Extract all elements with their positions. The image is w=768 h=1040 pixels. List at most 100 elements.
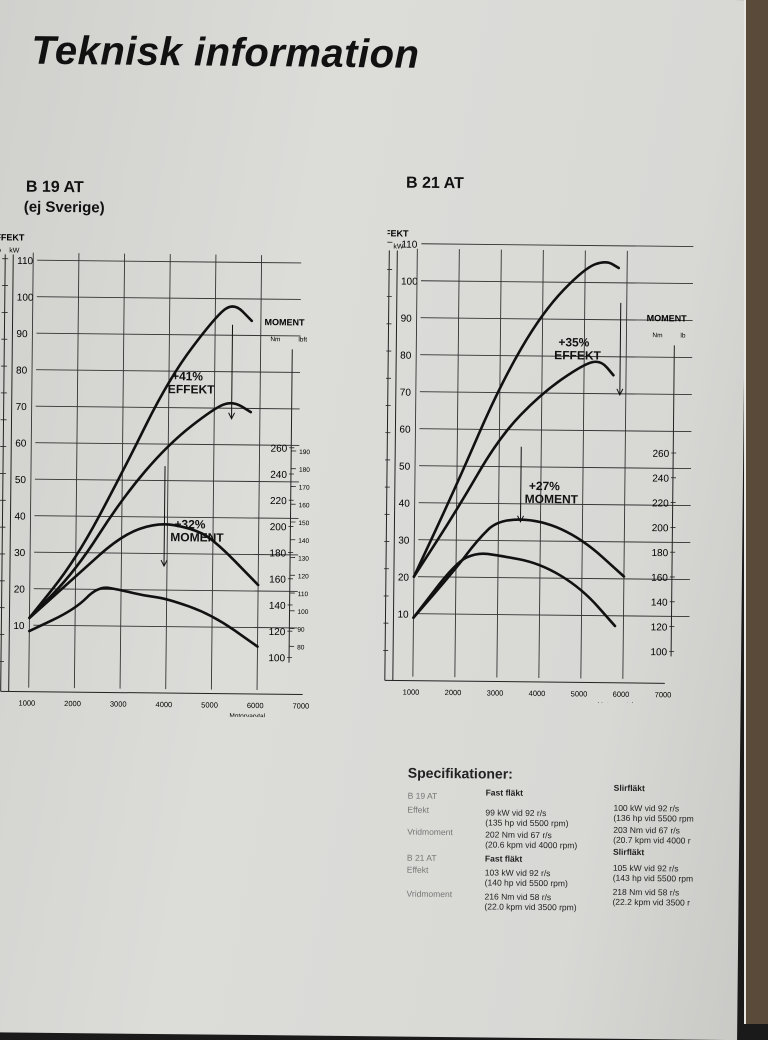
lbft-tick-label: 160 — [299, 502, 310, 509]
nm-tick-label: 220 — [270, 496, 287, 507]
nm-tick-label: 180 — [651, 548, 668, 559]
x-gridline — [74, 253, 79, 688]
x-gridline — [29, 253, 34, 688]
bhp-tick-label: 140 — [383, 267, 384, 274]
x-gridline — [497, 250, 501, 678]
nm-tick-label: 240 — [652, 474, 669, 485]
specs-col-slir: Slirfläkt — [614, 783, 645, 793]
x-axis-label: Motorvarvtal — [229, 713, 265, 718]
kw-unit-label: kW — [9, 247, 20, 254]
kw-tick-label: 110 — [17, 256, 33, 267]
kw-gridline — [418, 540, 690, 543]
nm-tick-label: 260 — [652, 449, 669, 460]
kw-tick-label: 60 — [15, 438, 27, 449]
kw-tick-label: 50 — [399, 462, 411, 473]
specs-heading: Specifikationer: — [408, 765, 728, 784]
kw-tick-label: 80 — [16, 366, 28, 377]
kw-tick-label: 30 — [398, 536, 410, 547]
kw-gridline — [418, 614, 690, 617]
specs-fast-value: 216 Nm vid 58 r/s (22.0 kpm vid 3500 rpm… — [484, 891, 576, 912]
nm-tick-label: 160 — [651, 573, 668, 584]
kw-tick-label: 10 — [397, 610, 409, 621]
kw-tick-label: 100 — [401, 277, 418, 288]
kw-tick-label: 20 — [398, 573, 410, 584]
x-axis-line — [385, 680, 665, 683]
x-tick-label: 7000 — [292, 701, 309, 710]
x-tick-label: 3000 — [487, 688, 504, 697]
annotation-text: +32%MOMENT — [170, 517, 224, 545]
specs-row-label: Effekt — [407, 805, 429, 815]
left-axis-title: EFFEKT — [0, 232, 25, 242]
kw-tick-label: 50 — [15, 475, 27, 486]
right-axis-title: MOMENT — [647, 313, 688, 323]
chart-b19: EFFEKTbhpkW01020304050607080901001101201… — [0, 224, 378, 718]
kw-gridline — [418, 577, 690, 580]
lbft-tick-label: 110 — [298, 591, 309, 598]
x-gridline — [623, 251, 627, 679]
specs-row-label: B 21 AT — [407, 853, 437, 863]
chart-b21: EFFEKTbhpkW01020304050607080901001101201… — [383, 220, 728, 704]
nm-tick-label: 200 — [652, 523, 669, 534]
annotation-arrow — [520, 447, 521, 522]
bhp-axis-line — [385, 250, 390, 680]
right-axis-title: MOMENT — [265, 317, 306, 327]
x-tick-label: 5000 — [571, 689, 588, 698]
bhp-unit-label: bhp — [383, 243, 386, 250]
kw-tick-label: 70 — [400, 388, 412, 399]
x-tick-label: 6000 — [247, 701, 264, 710]
lbft-unit-label: lb — [680, 332, 686, 339]
annotation-arrow — [620, 303, 621, 395]
lbft-tick-label: 130 — [298, 556, 309, 563]
x-tick-label: 4000 — [156, 700, 173, 709]
kw-tick-label: 90 — [16, 329, 28, 340]
nm-tick-label: 120 — [269, 627, 286, 638]
specs-row-label: Vridmoment — [407, 889, 453, 899]
series-line-1 — [29, 304, 251, 620]
kw-gridline — [419, 466, 691, 469]
nm-tick-label: 140 — [269, 601, 286, 612]
kw-tick-label: 10 — [13, 621, 25, 632]
printed-page: Teknisk information B 19 AT (ej Sverige)… — [0, 0, 748, 1040]
kw-tick-label: 30 — [14, 548, 26, 559]
specs-slir-value: 105 kW vid 92 r/s (143 hp vid 5500 rpm — [613, 863, 694, 884]
kw-tick-label: 20 — [14, 584, 26, 595]
bhp-axis-line — [1, 254, 6, 691]
lbft-tick-label: 80 — [297, 644, 305, 651]
specs-fast-value: 103 kW vid 92 r/s (140 hp vid 5500 rpm) — [485, 867, 568, 888]
kw-tick-label: 90 — [401, 314, 413, 325]
series-line-3 — [29, 523, 258, 620]
lbft-unit-label: lbft — [298, 336, 307, 343]
lbft-tick-label: 140 — [298, 538, 309, 545]
x-tick-label: 5000 — [201, 700, 218, 709]
chart1-title: B 19 AT — [26, 179, 84, 198]
x-tick-label: 7000 — [655, 690, 672, 699]
kw-tick-label: 40 — [14, 511, 26, 522]
nm-tick-label: 140 — [651, 598, 668, 609]
left-axis-title: EFFEKT — [383, 228, 409, 238]
specs-slir-value: 100 kW vid 92 r/s (136 hp vid 5500 rpm — [613, 803, 694, 824]
chart2-title: B 21 AT — [406, 175, 464, 194]
series-line-4 — [29, 587, 258, 647]
lbft-tick-label: 120 — [298, 573, 309, 580]
page-title: Teknisk information — [31, 29, 420, 78]
x-tick-label: 1000 — [19, 699, 36, 708]
x-tick-label: 6000 — [613, 690, 630, 699]
kw-tick-label: 80 — [400, 351, 412, 362]
x-gridline — [581, 250, 585, 678]
x-gridline — [166, 254, 171, 689]
x-axis-label: Motorvarvtal — [597, 702, 633, 704]
bhp-tick-label: 150 — [383, 240, 384, 247]
lbft-tick-label: 180 — [299, 467, 310, 474]
kw-tick-label: 60 — [399, 425, 411, 436]
nm-axis-line — [289, 349, 292, 662]
nm-tick-label: 160 — [269, 575, 286, 586]
annotation-text: +27%MOMENT — [525, 479, 579, 507]
series-line-3 — [413, 518, 624, 619]
x-tick-label: 2000 — [64, 699, 81, 708]
kw-gridline — [421, 281, 693, 284]
specs-fast-value: Fast fläkt — [485, 853, 522, 863]
specs-col-fast: Fast fläkt — [486, 787, 523, 797]
kw-tick-label: 40 — [399, 499, 411, 510]
kw-tick-label: 100 — [17, 293, 34, 304]
